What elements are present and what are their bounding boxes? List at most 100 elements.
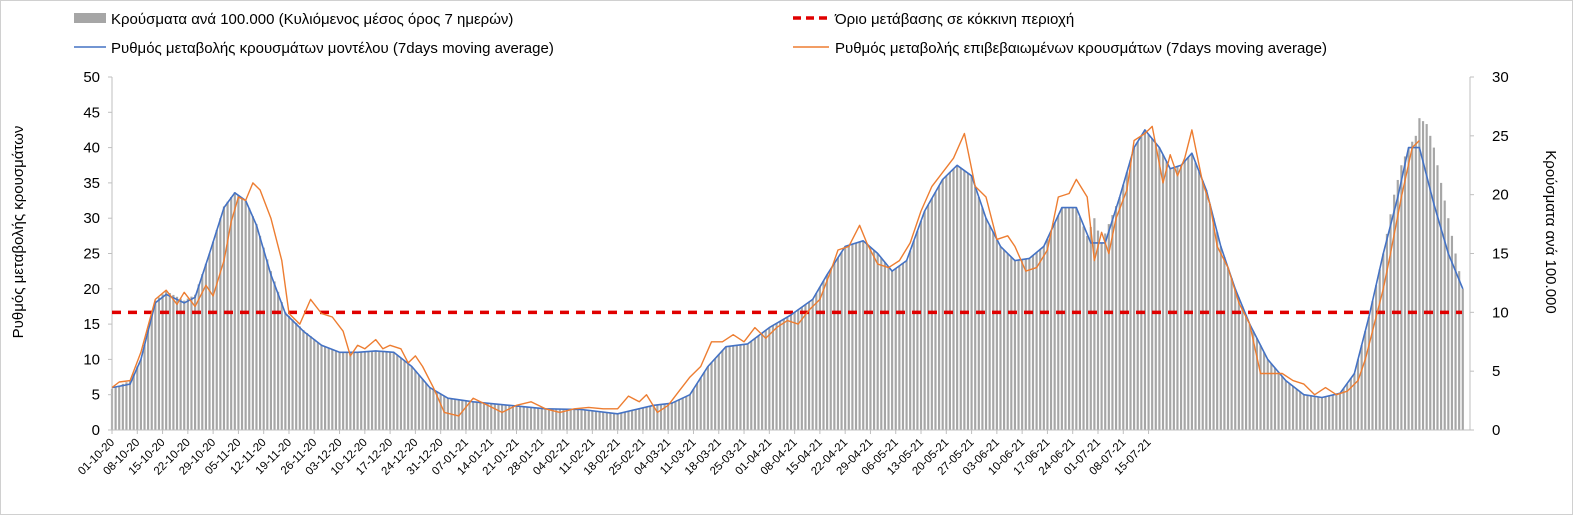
- bar: [1010, 257, 1013, 430]
- bar: [721, 350, 724, 430]
- bar: [147, 329, 150, 430]
- bar: [894, 268, 897, 430]
- bar: [612, 413, 616, 430]
- y-left-tick-label: 40: [83, 140, 100, 157]
- bar: [331, 349, 334, 430]
- legend-model-label: Ρυθμός μεταβολής κρουσμάτων μοντέλου (7d…: [111, 40, 554, 57]
- bar: [1143, 129, 1147, 430]
- bar: [891, 271, 894, 430]
- bar: [1295, 389, 1298, 430]
- bar: [728, 346, 731, 430]
- bar: [905, 260, 908, 430]
- bar: [482, 402, 486, 430]
- bar: [605, 412, 608, 430]
- y-axis-left-title: Ρυθμός μεταβολής κρουσμάτων: [10, 126, 27, 339]
- bar: [558, 409, 561, 430]
- bar: [966, 173, 970, 430]
- bar: [1075, 207, 1078, 430]
- bar: [800, 307, 803, 430]
- bar: [999, 246, 1002, 430]
- bar: [620, 412, 623, 430]
- bar: [1053, 223, 1056, 430]
- bar: [916, 230, 919, 430]
- bar: [233, 192, 236, 430]
- bar: [1259, 345, 1262, 430]
- bar: [1078, 217, 1082, 430]
- bar: [1234, 288, 1237, 430]
- bar: [374, 351, 377, 430]
- bar: [594, 411, 598, 430]
- bar: [1244, 315, 1248, 430]
- legend-bars-label: Κρούσματα ανά 100.000 (Κυλιόμενος μέσος …: [111, 11, 513, 28]
- bar: [1353, 373, 1356, 430]
- bar: [352, 352, 356, 430]
- bar: [356, 352, 359, 430]
- bar: [591, 411, 594, 430]
- bar: [244, 200, 247, 430]
- bar: [1313, 396, 1316, 430]
- bar: [753, 338, 756, 430]
- bar: [186, 298, 189, 430]
- bar: [1317, 396, 1320, 430]
- bar: [623, 411, 626, 430]
- bar: [432, 389, 435, 430]
- bar: [1385, 233, 1389, 430]
- bar: [161, 294, 164, 430]
- y-left-tick-label: 45: [83, 104, 100, 121]
- bar: [132, 373, 135, 430]
- bar: [587, 410, 590, 430]
- bar: [287, 315, 291, 430]
- bar: [392, 352, 395, 430]
- bar: [396, 355, 399, 430]
- bar: [1403, 156, 1407, 430]
- bar: [1266, 359, 1269, 430]
- bar: [128, 380, 132, 430]
- bar: [880, 257, 883, 430]
- bar: [1086, 235, 1089, 430]
- bar: [197, 284, 200, 430]
- bar: [273, 281, 276, 430]
- bar: [1031, 255, 1035, 430]
- bar: [1331, 394, 1334, 430]
- bar: [237, 195, 240, 430]
- bar: [912, 240, 915, 430]
- bar: [1454, 253, 1457, 430]
- bar: [533, 407, 536, 430]
- bar: [1198, 171, 1201, 430]
- bar: [909, 250, 912, 430]
- y-left-tick-label: 50: [83, 69, 100, 86]
- bar: [544, 408, 547, 430]
- bar: [183, 300, 186, 430]
- bar: [833, 263, 836, 430]
- bar: [1346, 383, 1349, 430]
- y-right-tick-label: 5: [1492, 363, 1500, 380]
- bar: [1082, 226, 1085, 430]
- bar: [959, 167, 962, 430]
- bar: [685, 396, 688, 430]
- bar: [631, 410, 634, 430]
- bar: [475, 402, 478, 430]
- y-right-tick-label: 30: [1492, 69, 1509, 86]
- bar: [1306, 395, 1309, 430]
- bar: [706, 366, 710, 430]
- bar: [1147, 134, 1150, 431]
- bar: [425, 383, 428, 430]
- bar: [1190, 153, 1193, 431]
- bar: [761, 333, 764, 430]
- y-left-tick-label: 35: [83, 175, 100, 192]
- bar: [984, 218, 988, 430]
- bar: [634, 409, 637, 430]
- bar: [262, 247, 265, 430]
- bar: [519, 406, 522, 430]
- bar: [1089, 227, 1092, 430]
- bar: [807, 301, 811, 430]
- bar: [782, 319, 785, 430]
- bar: [1375, 285, 1378, 430]
- bar: [688, 394, 691, 430]
- bar: [1248, 324, 1251, 430]
- bar: [815, 293, 818, 430]
- bar: [309, 336, 312, 430]
- bar: [193, 294, 197, 430]
- bar: [1057, 215, 1060, 430]
